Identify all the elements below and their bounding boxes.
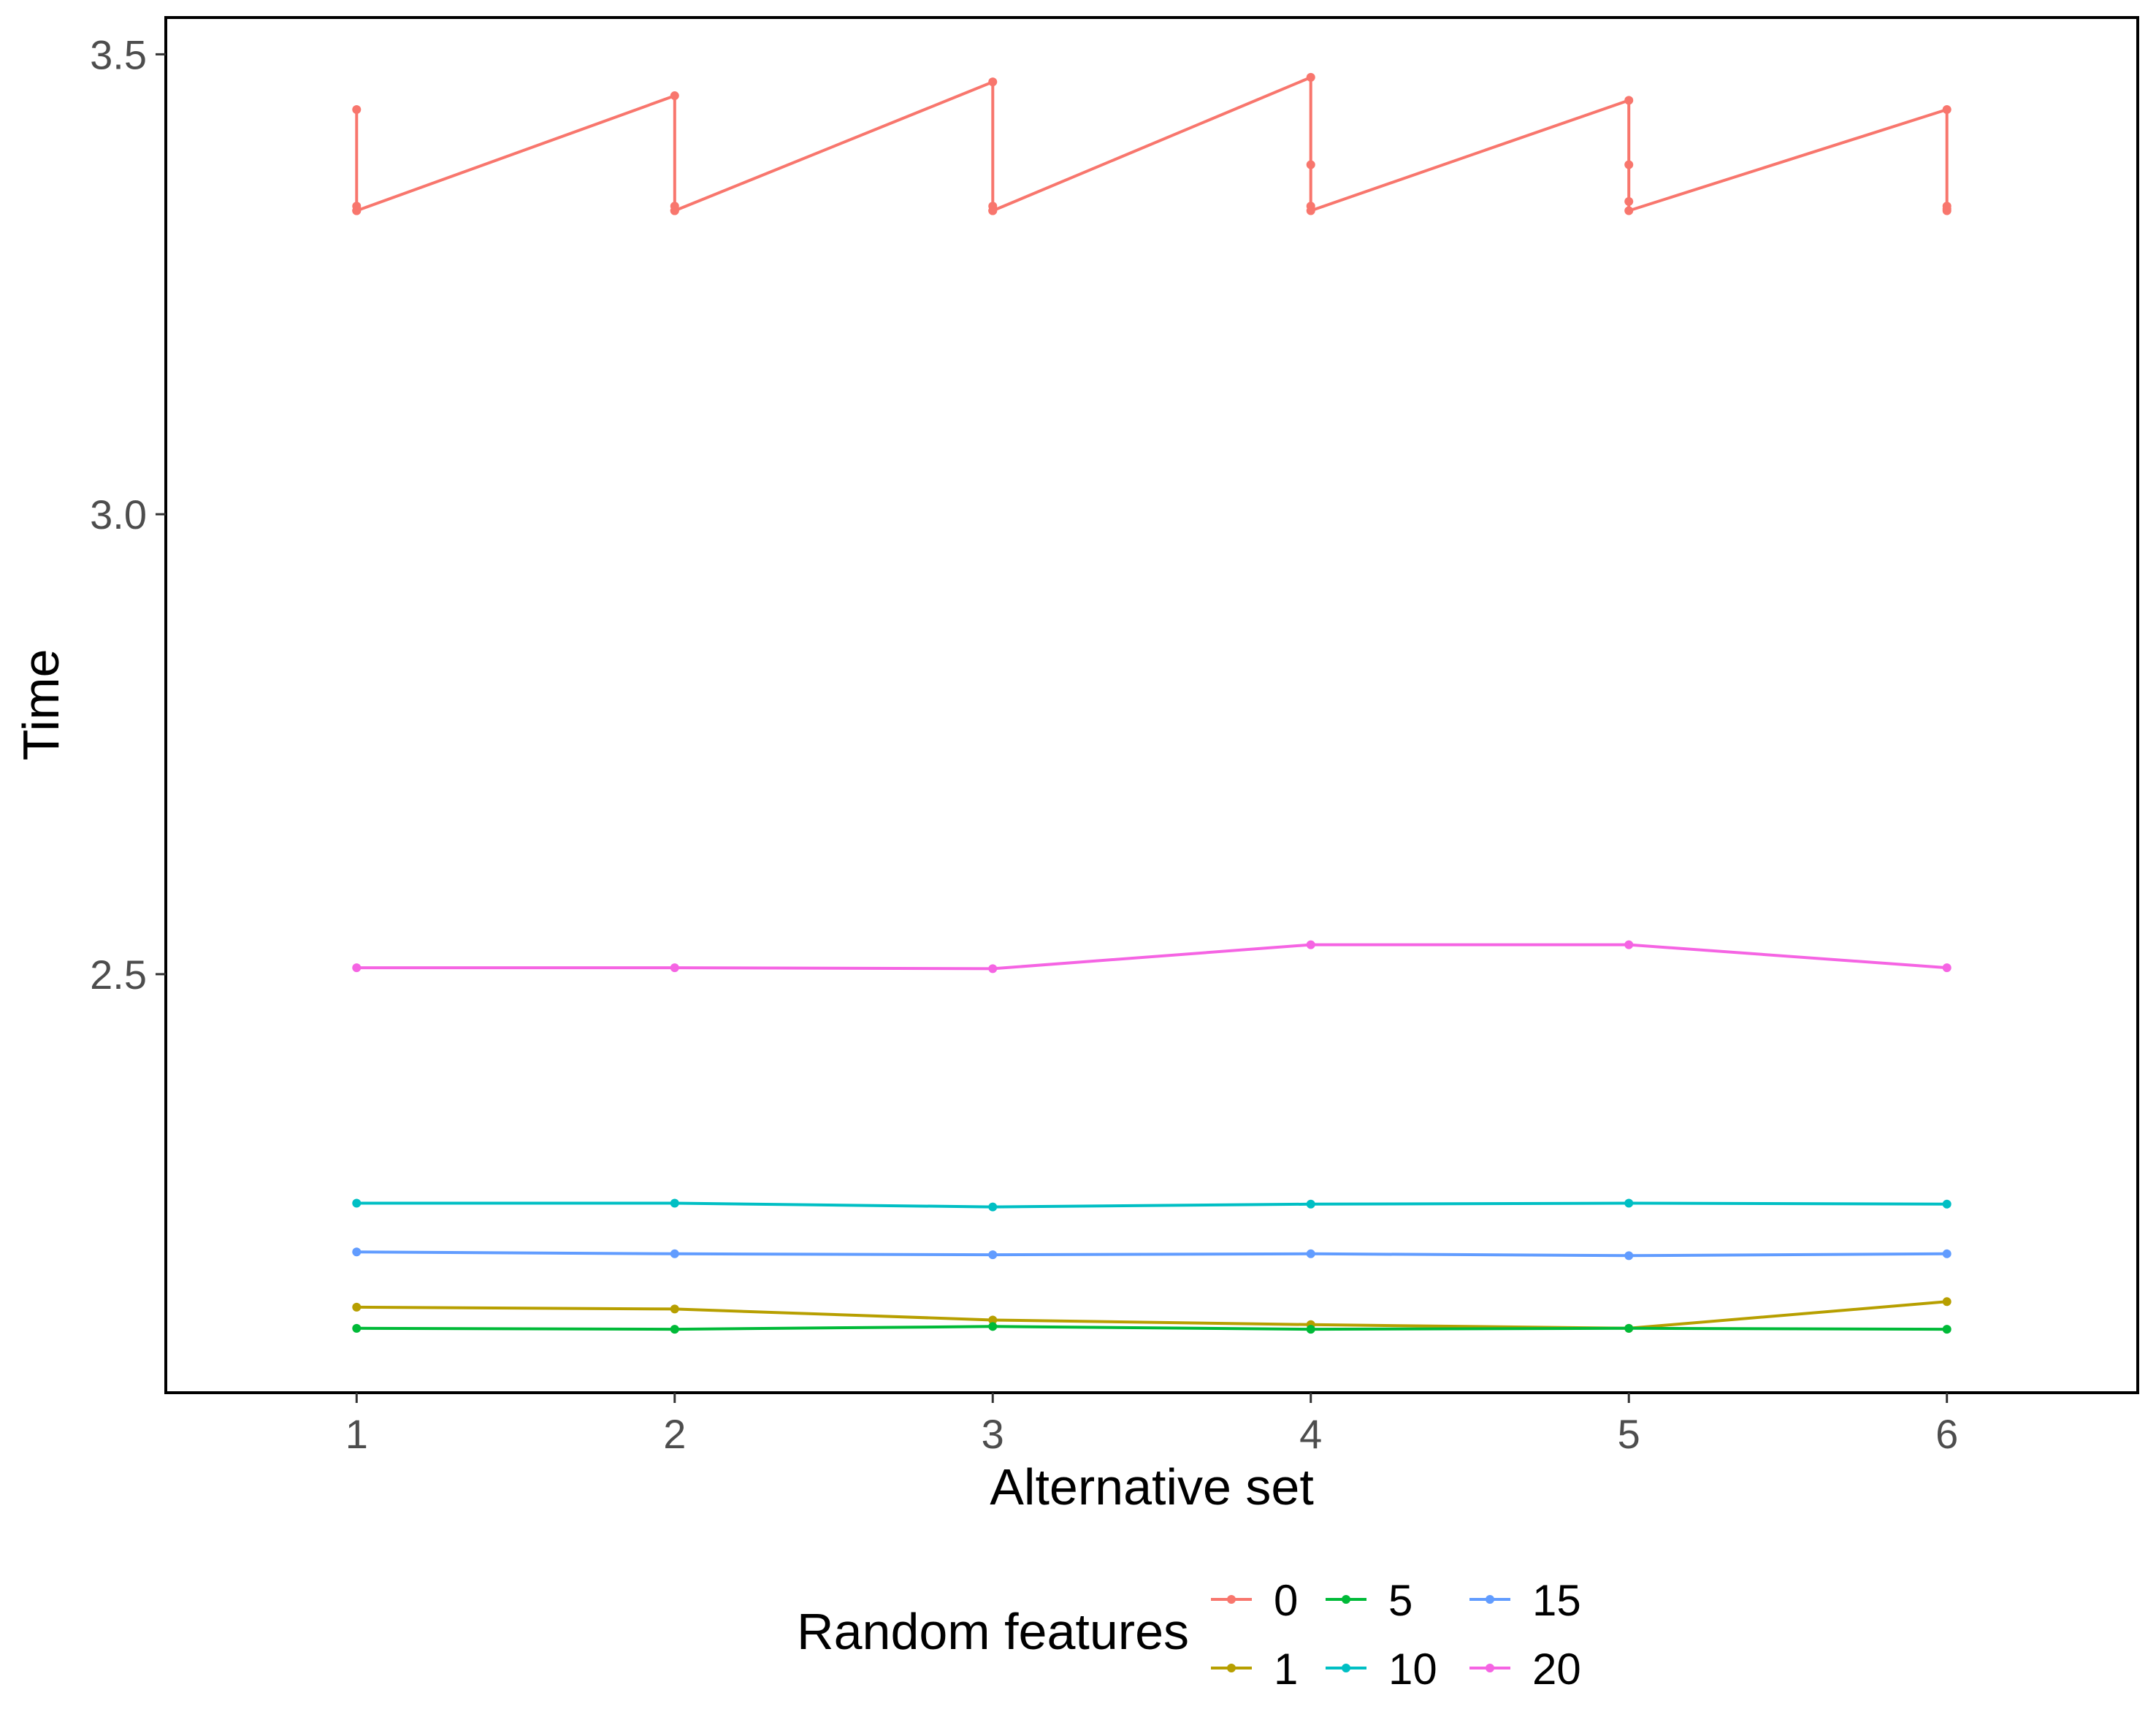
x-tick-label: 4 <box>1299 1411 1322 1457</box>
legend-item-1: 1 <box>1211 1645 1298 1694</box>
series-layer <box>352 72 1952 1334</box>
legend-label: 20 <box>1532 1645 1581 1694</box>
y-axis: 2.5 3.0 3.5 <box>90 31 166 998</box>
data-point <box>352 1247 362 1257</box>
legend-label: 1 <box>1274 1645 1298 1694</box>
series-line <box>356 1300 1947 1330</box>
y-tick-label: 3.5 <box>90 31 147 77</box>
legend-key-point <box>1227 1664 1236 1672</box>
data-point <box>1624 1251 1634 1261</box>
legend-key-point <box>1486 1595 1494 1604</box>
data-point <box>1942 1199 1952 1209</box>
data-point <box>1942 206 1952 215</box>
x-axis-title: Alternative set <box>990 1458 1314 1515</box>
series-line <box>356 1325 1947 1331</box>
data-point <box>988 1250 998 1260</box>
legend-item-20: 20 <box>1469 1645 1581 1694</box>
legend-key-point <box>1486 1664 1494 1672</box>
data-point <box>988 1322 998 1331</box>
y-axis-title: Time <box>12 649 69 761</box>
series-1 <box>352 1297 1952 1333</box>
legend-key-point <box>1342 1595 1350 1604</box>
series-line <box>356 1250 1947 1258</box>
legend-label: 5 <box>1388 1576 1413 1625</box>
data-point <box>352 206 362 215</box>
data-point <box>988 206 998 215</box>
data-point <box>1306 160 1315 169</box>
series-20 <box>352 940 1952 974</box>
data-point <box>1624 1198 1634 1208</box>
data-point <box>988 964 998 974</box>
data-point <box>670 1325 679 1334</box>
x-tick-label: 6 <box>1935 1411 1958 1457</box>
plot-panel <box>164 16 2139 1394</box>
data-point <box>1306 72 1315 82</box>
y-tick-label: 2.5 <box>90 952 147 998</box>
data-point <box>1306 1325 1315 1334</box>
data-point <box>1942 1249 1952 1258</box>
legend-label: 0 <box>1274 1576 1298 1625</box>
legend-key-point <box>1342 1664 1350 1672</box>
data-point <box>670 1198 679 1208</box>
series-line <box>355 75 1949 213</box>
data-point <box>1942 1325 1952 1334</box>
data-point <box>670 91 679 101</box>
data-point <box>988 1315 998 1325</box>
series-15 <box>352 1247 1952 1261</box>
series-line <box>356 1201 1947 1209</box>
series-line <box>356 943 1947 971</box>
data-point <box>1624 96 1634 105</box>
data-point <box>1624 196 1634 206</box>
data-point <box>1624 940 1634 949</box>
x-tick-label: 3 <box>982 1411 1004 1457</box>
data-point <box>1306 940 1315 949</box>
data-point <box>352 1198 362 1208</box>
data-point <box>1624 1323 1634 1333</box>
data-point <box>670 1249 679 1258</box>
legend-key-point <box>1227 1595 1236 1604</box>
x-tick-label: 5 <box>1618 1411 1640 1457</box>
data-point <box>1306 1249 1315 1258</box>
series-5 <box>352 1322 1952 1334</box>
legend-item-10: 10 <box>1326 1645 1437 1694</box>
data-point <box>352 1323 362 1333</box>
x-tick-label: 2 <box>663 1411 686 1457</box>
data-point <box>670 963 679 973</box>
data-point <box>1942 104 1952 114</box>
data-point <box>670 206 679 215</box>
data-point <box>1306 1199 1315 1209</box>
data-point <box>988 1202 998 1212</box>
legend-label: 10 <box>1388 1645 1437 1694</box>
legend-item-15: 15 <box>1469 1576 1581 1625</box>
y-tick-label: 3.0 <box>90 492 147 538</box>
x-tick-label: 1 <box>345 1411 368 1457</box>
data-point <box>1624 160 1634 169</box>
data-point <box>988 77 998 87</box>
data-point <box>1942 1297 1952 1307</box>
legend-item-5: 5 <box>1326 1576 1413 1625</box>
series-10 <box>352 1198 1952 1212</box>
data-point <box>1624 206 1634 215</box>
data-point <box>1942 963 1952 973</box>
legend-label: 15 <box>1532 1576 1581 1625</box>
legend-title: Random features <box>797 1603 1189 1660</box>
data-point <box>1306 206 1315 215</box>
data-point <box>670 1304 679 1314</box>
data-point <box>352 1302 362 1312</box>
x-axis: 1 2 3 4 5 6 <box>345 1393 1958 1457</box>
legend-item-0: 0 <box>1211 1576 1298 1625</box>
series-0 <box>352 72 1952 215</box>
data-point <box>352 963 362 973</box>
data-point <box>352 104 362 114</box>
